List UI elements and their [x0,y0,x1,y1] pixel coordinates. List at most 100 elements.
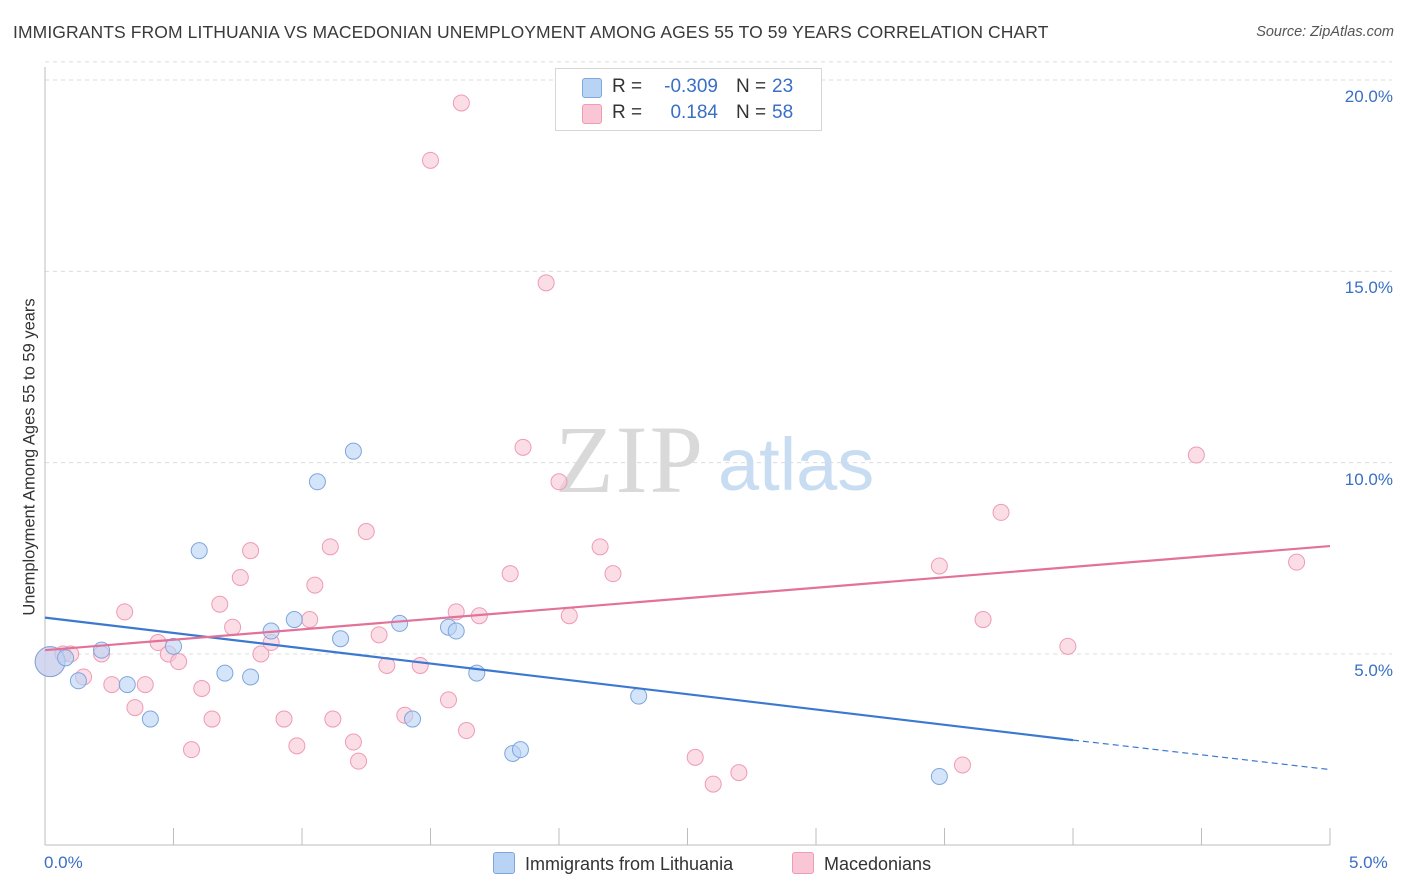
legend-n-label: N = [736,76,767,97]
macedonians-point [974,611,992,629]
macedonians-point [422,151,439,169]
lithuania-trend-extension [1072,739,1331,771]
macedonians-point [992,503,1010,521]
lithuania-point [404,710,422,728]
lithuania-points [34,442,948,785]
legend-row-macedonians: R = 0.184 N = 58 [556,101,821,127]
lithuania-point [242,668,260,686]
lithuania-point [190,542,208,560]
gridlines [45,61,1392,655]
macedonians-point [252,645,270,663]
macedonians-point [452,94,470,112]
macedonians-point [1288,553,1306,571]
macedonians-point [301,611,319,629]
lithuania-point [118,676,136,694]
axes [44,67,1331,846]
trend-lines [44,544,1331,771]
macedonians-point [604,565,622,583]
legend-r-label: R = [612,76,643,97]
macedonians-trend-line [44,544,1331,652]
macedonians-point [501,565,519,583]
watermark-zip: ZIP [555,406,705,513]
macedonians-point [1059,637,1077,655]
macedonians-point [224,618,242,636]
macedonians-point [321,538,339,556]
macedonians-point [344,733,362,751]
macedonians-point [275,710,293,728]
lithuania-point [344,442,362,460]
lithuania-point [930,767,948,785]
macedonians-point [953,756,971,774]
lithuania-point [391,614,409,632]
legend-n-label: N = [736,102,767,123]
x-tick-label-min: 0.0% [44,853,83,872]
legend-label-lithuania: Immigrants from Lithuania [525,854,734,874]
macedonians-point [357,523,375,541]
legend-swatch-blue [582,78,602,98]
macedonians-point [704,775,722,793]
macedonians-point [324,710,342,728]
source-label: Source: ZipAtlas.com [1256,24,1394,40]
macedonians-point [103,676,121,694]
x-tick-label-max: 5.0% [1349,853,1388,872]
macedonians-point [370,626,388,644]
macedonians-point [411,656,429,674]
lithuania-point [332,630,350,648]
lithuania-point [630,687,648,705]
macedonians-point [457,722,475,740]
legend-item-lithuania: Immigrants from Lithuania [493,852,733,875]
watermark: ZIP atlas [555,406,874,513]
macedonians-point [514,438,532,456]
lithuania-point [447,622,465,640]
legend-r-value: 0.184 [670,102,718,123]
macedonians-point [231,568,249,586]
macedonians-point [560,607,578,625]
macedonians-point [170,653,188,671]
y-tick-label: 10.0% [1344,469,1393,489]
macedonians-point [730,764,748,782]
y-tick-label: 5.0% [1354,661,1393,680]
legend-n-value: 23 [772,76,794,97]
legend-r-label: R = [612,102,643,123]
legend-row-lithuania: R = -0.309 N = 23 [556,75,821,101]
lithuania-point [285,611,303,629]
macedonians-point [591,538,609,556]
lithuania-point [216,664,234,682]
macedonians-point [550,473,568,491]
macedonians-point [193,679,211,697]
lithuania-trend-line [44,616,1074,742]
legend-swatch-pink [582,104,602,124]
legend-label-macedonians: Macedonians [824,854,932,874]
macedonians-point [1187,446,1205,464]
macedonians-point [686,748,704,766]
macedonians-point [203,710,221,728]
macedonians-point [930,557,948,575]
macedonians-point [288,737,306,755]
legend-swatch-blue [493,852,515,874]
lithuania-point [165,637,182,655]
macedonians-point [116,603,134,621]
macedonians-point [537,274,555,292]
macedonians-point [182,741,200,759]
y-tick-label: 20.0% [1344,87,1393,106]
lithuania-point [308,473,326,491]
chart-title: IMMIGRANTS FROM LITHUANIA VS MACEDONIAN … [13,22,1049,42]
macedonians-point [439,691,457,709]
lithuania-point [511,741,529,759]
y-axis-label: Unemployment Among Ages 55 to 59 years [20,298,39,616]
lithuania-point [69,672,87,690]
watermark-atlas: atlas [718,423,874,506]
macedonians-point [350,752,368,770]
legend-box: R = -0.309 N = 23 R = 0.184 N = 58 [555,68,822,131]
legend-swatch-pink [792,852,814,874]
macedonians-point [211,595,229,613]
lithuania-point [57,649,75,667]
lithuania-point [141,710,159,728]
legend-item-macedonians: Macedonians [792,852,931,875]
y-tick-label: 15.0% [1344,278,1393,298]
macedonians-point [306,576,324,594]
legend-n-value: 58 [772,102,794,123]
macedonians-point [136,676,154,694]
macedonians-point [126,699,144,717]
